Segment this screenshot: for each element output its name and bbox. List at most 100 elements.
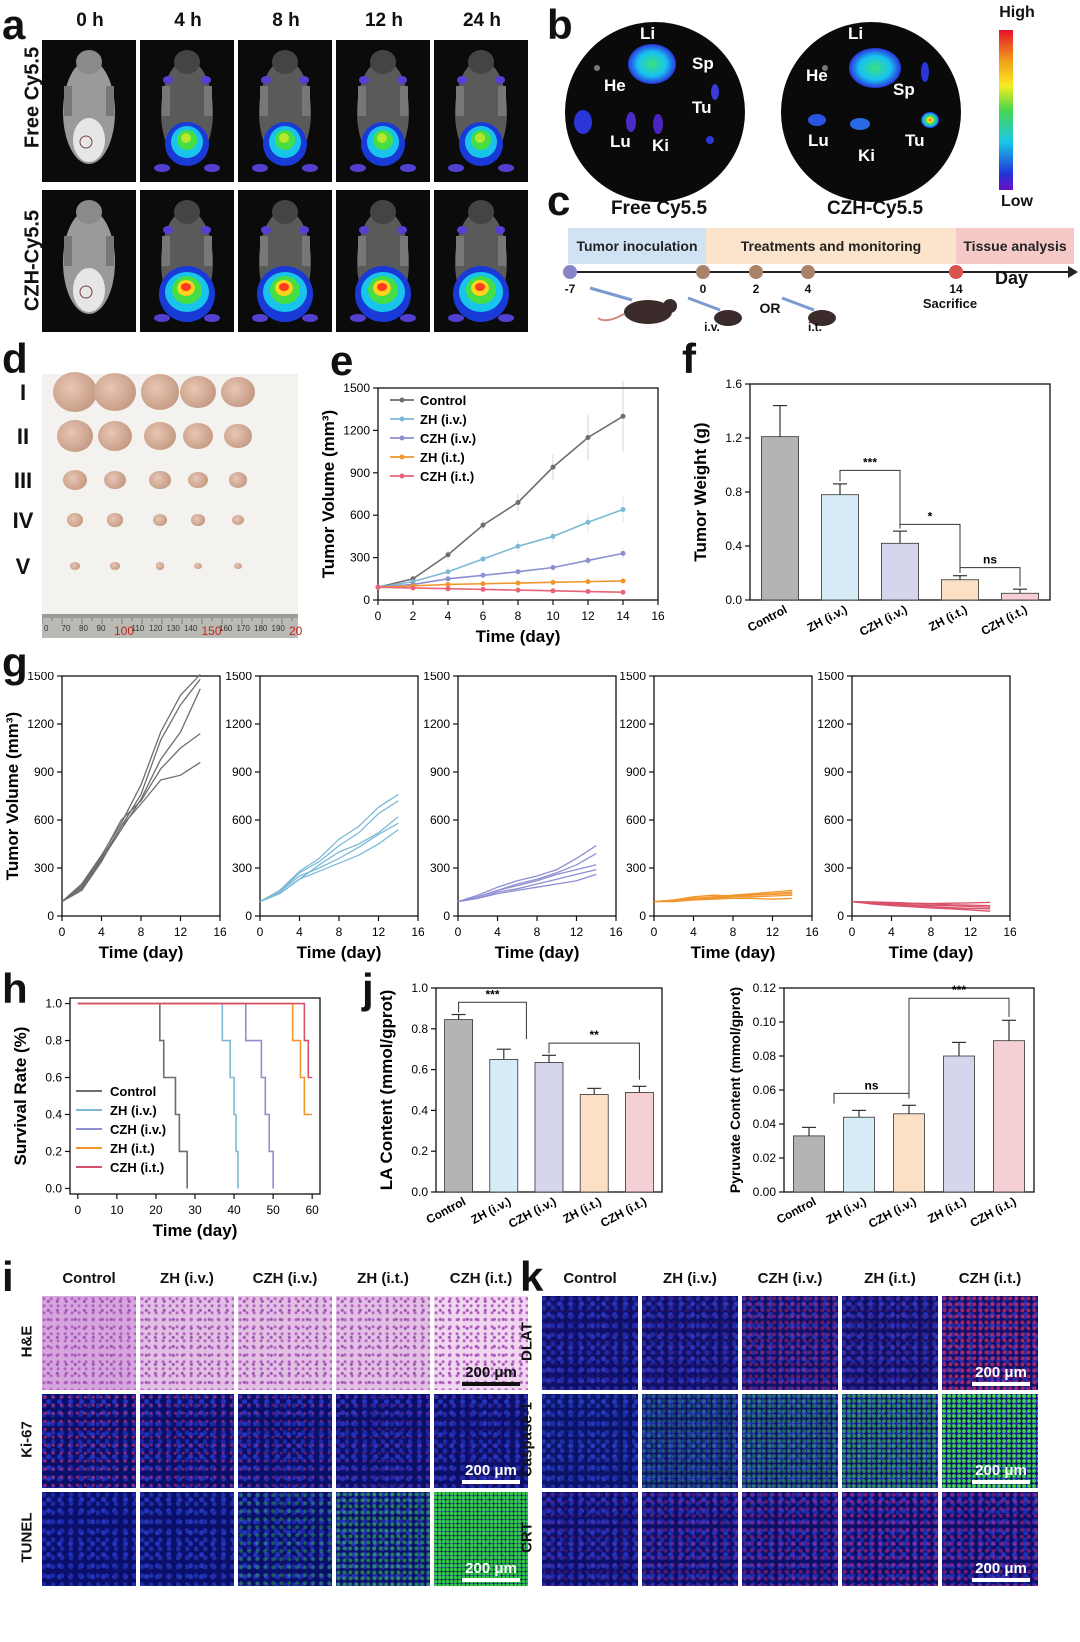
panel_k-tile-r1-c0 <box>542 1394 638 1488</box>
chart-j2-category-2: CZH (i.v.) <box>866 1194 918 1231</box>
chart-g-1-x-tick-0: 0 <box>257 925 264 939</box>
panel_k-tile-r0-c3 <box>842 1296 938 1390</box>
chart-j2-y-tick-0: 0.00 <box>753 1185 777 1199</box>
chart-g-0-x-tick-4: 16 <box>213 925 227 939</box>
sacrifice-label: Sacrifice <box>922 296 978 311</box>
chart-j1-significance-0: *** <box>485 987 499 1001</box>
panel-letter-a: a <box>2 1 26 48</box>
chart-e-legend-0: Control <box>420 393 466 408</box>
chart-e-point-4-7 <box>620 589 626 595</box>
panel_i-tile-r2-c0 <box>42 1492 136 1586</box>
panel_k-col-label-1: ZH (i.v.) <box>663 1270 717 1287</box>
panel-letter-c: c <box>547 177 571 224</box>
chart-g-2-x-tick-1: 4 <box>494 925 501 939</box>
tumor-sample-g3-3 <box>191 514 205 526</box>
chart-e-legend-3: ZH (i.t.) <box>420 450 465 465</box>
chart-j1-bar-3 <box>579 1094 609 1193</box>
ruler-number-5: 110 <box>131 624 145 633</box>
chart-f-y-tick-2: 0.8 <box>725 485 742 499</box>
chart-tumor-weight: 0.0 0.4 0.8 1.2 1.6 Tumor Weight (g) Control ZH… <box>691 377 1051 639</box>
chart-e-y-tick-5: 1500 <box>343 381 370 395</box>
tumor-sample-g0-2 <box>140 374 180 410</box>
chart-h-series-2 <box>77 1002 274 1189</box>
chart-f-y-axis-label: Tumor Weight (g) <box>691 422 710 561</box>
group-label-4: V <box>15 554 31 579</box>
organ-free-li: Li <box>640 24 656 43</box>
organ-free-ki: Ki <box>652 136 669 155</box>
tumor-sample-g4-1 <box>110 562 120 570</box>
panel_i-col-label-1: ZH (i.v.) <box>160 1270 214 1287</box>
tumor-sample-g1-2 <box>144 421 176 451</box>
chart-j1-bar-0 <box>444 1019 474 1193</box>
chart-e-point-3-4 <box>515 580 521 586</box>
organ-free-lu: Lu <box>610 132 631 151</box>
chart-f-y-tick-1: 0.4 <box>725 539 742 553</box>
chart-g-1-line-4 <box>259 829 399 903</box>
chart-g-1-y-tick-1: 300 <box>232 861 252 875</box>
panel_k-tile-r0-c0 <box>542 1296 638 1390</box>
chart-f-bar-2 <box>880 542 919 601</box>
chart-g-2-y-tick-3: 900 <box>430 765 450 779</box>
chart-j2-category-1: ZH (i.v.) <box>824 1194 869 1227</box>
chart-j1-y-tick-4: 0.8 <box>411 1022 428 1036</box>
panel_k-tile-r2-c4: 200 μm <box>942 1492 1038 1586</box>
chart-j1-category-0: Control <box>424 1194 468 1226</box>
chart-j2-y-axis-label: Pyruvate Content (mmol/gprot) <box>727 987 743 1193</box>
chart-h-y-tick-0: 0.0 <box>45 1181 62 1195</box>
chart-g-3-x-tick-4: 16 <box>805 925 819 939</box>
tumor-sample-g3-4 <box>231 514 245 526</box>
chart-g-1-line-1 <box>259 800 399 903</box>
panel_k-col-label-0: Control <box>563 1270 617 1287</box>
chart-g-1-line-0 <box>259 793 399 903</box>
chart-e-point-2-6 <box>585 557 591 563</box>
chart-h-plot-frame <box>69 997 321 1195</box>
chart-e-point-1-5 <box>550 533 556 539</box>
chart-e-x-tick-3: 6 <box>480 609 487 623</box>
chart-e-series-3 <box>377 580 624 589</box>
tumor-sample-g1-3 <box>183 422 213 450</box>
tumor-sample-g0-4 <box>221 376 255 408</box>
chart-g-3-plot-frame <box>653 675 813 917</box>
chart-g-3-x-tick-0: 0 <box>651 925 658 939</box>
chart-h-y-tick-4: 0.8 <box>45 1034 62 1048</box>
panel_k-scale-label-1: 200 μm <box>975 1462 1027 1479</box>
panel_k-tile-r2-c3 <box>842 1492 938 1586</box>
chart-j2-y-tick-5: 0.10 <box>753 1015 777 1029</box>
ruler-number-13: 190 <box>271 624 285 633</box>
chart-e-point-2-2 <box>445 576 451 582</box>
chart-f-significance-0: *** <box>863 455 877 469</box>
chart-j1-category-2: CZH (i.v.) <box>506 1194 558 1231</box>
chart-j1-significance-1: ** <box>590 1028 600 1042</box>
phase-treatments-monitoring: Treatments and monitoring <box>706 228 956 264</box>
panel_k-scale-line-1 <box>972 1480 1030 1484</box>
chart-e-x-tick-5: 10 <box>546 609 560 623</box>
chart-j2-bar-3 <box>943 1055 975 1193</box>
tumor-sample-g2-1 <box>103 470 127 490</box>
chart-g-4-line-3 <box>851 900 991 912</box>
chart-e-series-0 <box>377 415 624 589</box>
panel_i-tile-r0-c1 <box>140 1296 234 1390</box>
panel_i-row-label-1: Ki-67 <box>18 1421 36 1458</box>
chart-e-point-3-7 <box>620 578 626 584</box>
chart-e-point-3-5 <box>550 579 556 585</box>
panel_k-tile-r1-c3 <box>842 1394 938 1488</box>
mouse-image-r0-c0 <box>42 40 136 182</box>
scale-high-label: High <box>999 4 1035 21</box>
chart-h-x-axis-label: Time (day) <box>153 1221 238 1240</box>
mouse-image-r0-c4 <box>434 40 528 182</box>
chart-g-2-y-tick-0: 0 <box>443 909 450 923</box>
chart-h-x-tick-5: 50 <box>266 1203 280 1217</box>
panel_i-scale-bar-2: 200 μm <box>462 1560 520 1582</box>
chart-g-0-y-tick-1: 300 <box>34 861 54 875</box>
panel_i-row-label-0: H&E <box>18 1325 36 1358</box>
ruler-number-3: 90 <box>96 624 106 633</box>
ruler-number-7: 130 <box>166 624 180 633</box>
organ-czh-li: Li <box>848 24 864 43</box>
chart-g-3-line-3 <box>653 894 793 903</box>
chart-g-0-x-axis-label: Time (day) <box>99 943 184 962</box>
tumor-sample-g3-1 <box>107 513 123 527</box>
panel_i-tile-r0-c3 <box>336 1296 430 1390</box>
panel_k-scale-line-0 <box>972 1382 1030 1386</box>
timeline-day-1: 0 <box>699 282 707 296</box>
timeline-day-2: 2 <box>752 282 760 296</box>
